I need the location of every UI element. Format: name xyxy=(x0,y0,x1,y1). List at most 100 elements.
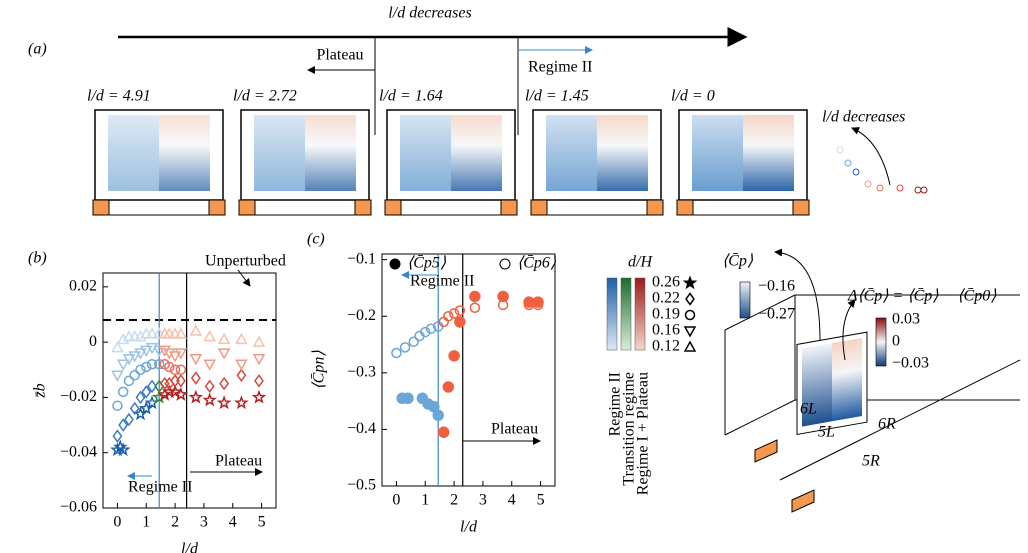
support xyxy=(792,199,810,216)
x-tick-label: 4 xyxy=(229,514,237,531)
legend-title: d/H xyxy=(628,254,653,271)
point xyxy=(111,341,124,353)
support xyxy=(384,199,402,216)
model-right xyxy=(832,338,862,422)
point xyxy=(173,386,189,401)
support xyxy=(530,199,548,216)
point xyxy=(204,379,215,394)
point xyxy=(682,275,698,290)
annotation: Regime II xyxy=(128,479,192,496)
point xyxy=(117,386,129,398)
point xyxy=(124,412,134,427)
pointer xyxy=(774,248,821,341)
support xyxy=(208,199,226,216)
sketch-edge xyxy=(859,359,1021,441)
point xyxy=(443,310,454,322)
point xyxy=(252,353,266,366)
plot-frame xyxy=(381,253,556,487)
support xyxy=(354,199,372,216)
trend-point xyxy=(876,184,884,192)
legend-label: ⟨C̄p5⟩ xyxy=(407,255,447,272)
point xyxy=(118,418,129,432)
point xyxy=(135,390,146,405)
y-tick-label: −0.2 xyxy=(347,307,376,324)
point xyxy=(497,299,509,311)
point xyxy=(153,358,165,370)
x-tick-label: 3 xyxy=(200,514,208,531)
point xyxy=(146,358,158,370)
y-tick-label: 0.02 xyxy=(69,277,97,294)
regime-name: Transition regime xyxy=(621,372,638,486)
panel-label: (a) xyxy=(28,41,47,58)
point xyxy=(190,371,201,385)
point xyxy=(174,348,188,360)
trend-point xyxy=(920,186,928,194)
x-tick-label: 0 xyxy=(392,492,400,509)
contour-right xyxy=(597,115,648,191)
panel-label: (c) xyxy=(307,231,325,248)
point xyxy=(141,361,152,373)
point xyxy=(216,395,232,410)
cp-label: ⟨C̄p⟩ xyxy=(722,253,754,270)
point xyxy=(145,327,159,339)
delta-tick: 0.03 xyxy=(892,311,920,328)
point xyxy=(202,392,217,407)
legend-label: 0.16 xyxy=(652,322,680,339)
annotation: Plateau xyxy=(215,453,262,470)
delta-tick: −0.03 xyxy=(892,355,929,372)
point xyxy=(164,361,175,373)
regime-name: Regime I + Plateau xyxy=(635,372,652,495)
sketch-edge xyxy=(724,399,796,436)
point xyxy=(169,364,181,376)
case-label: l/d = 1.45 xyxy=(525,88,589,105)
point xyxy=(235,359,248,371)
point xyxy=(683,326,697,338)
point xyxy=(684,309,696,321)
y-tick-label: −0.02 xyxy=(60,388,97,405)
point xyxy=(437,426,450,438)
case-label: l/d = 2.72 xyxy=(233,88,297,105)
point xyxy=(147,379,157,394)
y-tick-label: −0.4 xyxy=(347,420,376,437)
point xyxy=(454,305,466,316)
delta-colorbar xyxy=(875,317,887,367)
point xyxy=(129,401,140,416)
point xyxy=(188,389,204,404)
point xyxy=(420,326,431,338)
x-tick-label: 5 xyxy=(537,492,545,509)
trend-point xyxy=(896,184,904,192)
point xyxy=(454,316,466,328)
point xyxy=(683,340,697,352)
tap-label: 6R xyxy=(878,416,896,433)
arrow-label: l/d decreases xyxy=(388,5,471,22)
y-tick-label: −0.06 xyxy=(60,499,97,516)
point xyxy=(123,375,135,387)
x-tick-label: 1 xyxy=(421,492,429,509)
point xyxy=(469,302,481,314)
trend-point xyxy=(844,159,852,167)
legend-marker xyxy=(389,258,401,270)
point xyxy=(116,359,130,371)
point xyxy=(167,384,183,399)
contour-left xyxy=(254,115,305,191)
point xyxy=(217,332,231,345)
y-tick-label: −0.5 xyxy=(347,477,376,494)
trend-point xyxy=(864,180,872,188)
annotation: Regime II xyxy=(410,273,474,290)
point xyxy=(448,308,460,319)
legend-label: 0.26 xyxy=(652,274,680,291)
y-tick-label: 0 xyxy=(89,333,97,350)
support xyxy=(646,199,664,216)
annotation: Plateau xyxy=(491,421,538,438)
point xyxy=(425,323,437,334)
x-tick-label: 0 xyxy=(113,514,121,531)
cp-tick: −0.27 xyxy=(758,306,795,323)
point xyxy=(532,299,544,311)
sketch-edge xyxy=(779,439,861,481)
contour-left xyxy=(692,115,743,191)
point xyxy=(112,400,123,411)
cp-tick: −0.16 xyxy=(758,278,795,295)
point xyxy=(128,351,141,363)
contour-right xyxy=(743,115,794,191)
point xyxy=(402,392,414,405)
